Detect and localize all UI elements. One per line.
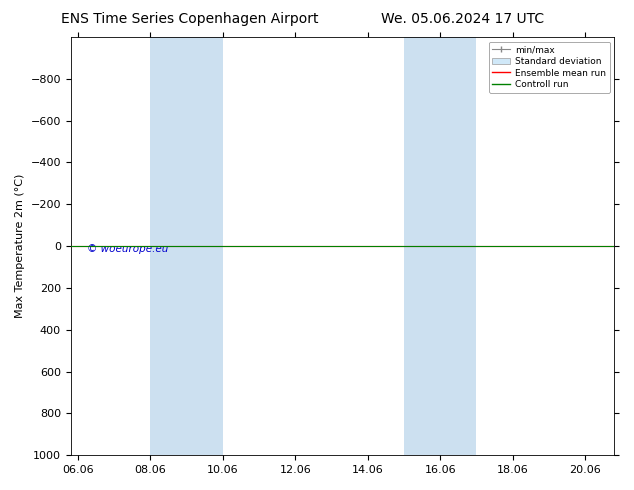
Legend: min/max, Standard deviation, Ensemble mean run, Controll run: min/max, Standard deviation, Ensemble me… bbox=[489, 42, 610, 93]
Text: ENS Time Series Copenhagen Airport: ENS Time Series Copenhagen Airport bbox=[61, 12, 319, 26]
Text: © woeurope.eu: © woeurope.eu bbox=[87, 244, 169, 254]
Text: We. 05.06.2024 17 UTC: We. 05.06.2024 17 UTC bbox=[381, 12, 545, 26]
Y-axis label: Max Temperature 2m (°C): Max Temperature 2m (°C) bbox=[15, 174, 25, 318]
Title: ENS Time Series Copenhagen Airport      We. 05.06.2024 17 UTC: ENS Time Series Copenhagen Airport We. 0… bbox=[0, 489, 1, 490]
Bar bbox=[404, 37, 477, 455]
Bar bbox=[150, 37, 223, 455]
